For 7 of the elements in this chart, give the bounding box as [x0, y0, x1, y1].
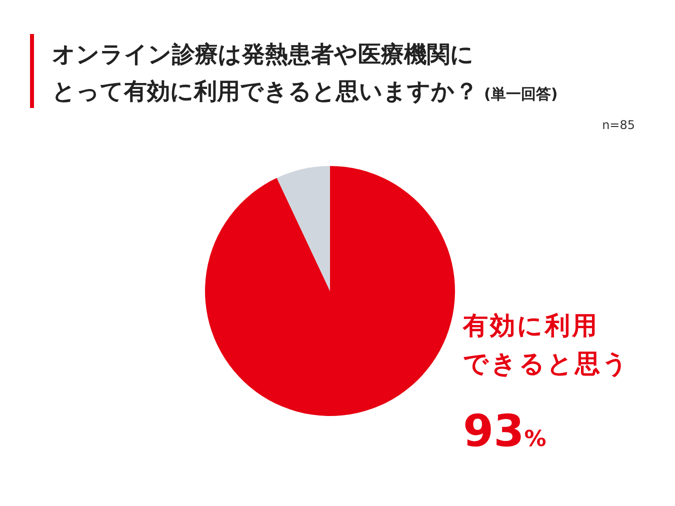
- pie-slice: [205, 166, 455, 416]
- data-label: 93%: [463, 406, 546, 457]
- pie-slice: [276, 166, 330, 291]
- chart-subtitle: (単一回答): [484, 85, 558, 103]
- slice-label: 有効に利用できると思う: [462, 311, 630, 378]
- text: n=85: [602, 118, 635, 132]
- chart-title: オンライン診療は発熱患者や医療機関にとって有効に利用できると思いますか？: [52, 41, 478, 105]
